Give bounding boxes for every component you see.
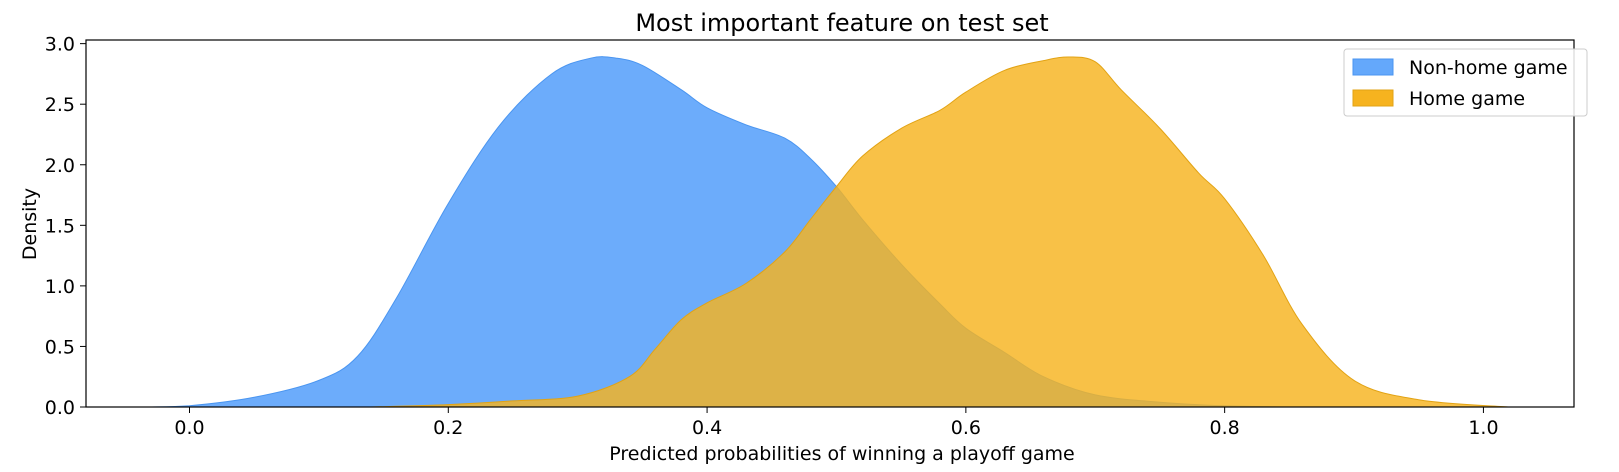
density-area-home-game [370,56,1510,408]
plot-frame [85,39,1575,408]
y-tick-label: 1.0 [45,276,75,298]
legend: Non-home game Home game [1343,48,1588,117]
x-axis-label: Predicted probabilities of winning a pla… [609,443,1075,465]
chart-title: Most important feature on test set [635,9,1048,37]
y-tick-label: 0.0 [45,397,75,419]
y-tick-label: 3.0 [45,34,75,56]
y-axis-ticks: 0.0 0.5 1.0 1.5 2.0 2.5 3.0 [45,34,86,419]
x-tick-label: 0.6 [951,417,981,439]
x-tick-label: 0.4 [692,417,722,439]
y-tick-label: 2.5 [45,94,75,116]
y-tick-label: 1.5 [45,215,75,237]
density-areas [150,56,1510,408]
x-tick-label: 0.8 [1210,417,1240,439]
legend-label-non-home-game: Non-home game [1409,57,1568,79]
legend-frame [1343,48,1588,117]
x-tick-label: 0.0 [174,417,204,439]
legend-swatch-non-home-game [1352,58,1394,76]
legend-swatch-home-game [1352,89,1394,107]
x-tick-label: 1.0 [1468,417,1498,439]
y-tick-label: 2.0 [45,155,75,177]
legend-label-home-game: Home game [1409,88,1525,110]
y-axis-label: Density [19,188,41,260]
x-axis-ticks: 0.0 0.2 0.4 0.6 0.8 1.0 [174,407,1499,439]
x-tick-label: 0.2 [433,417,463,439]
y-tick-label: 0.5 [45,336,75,358]
